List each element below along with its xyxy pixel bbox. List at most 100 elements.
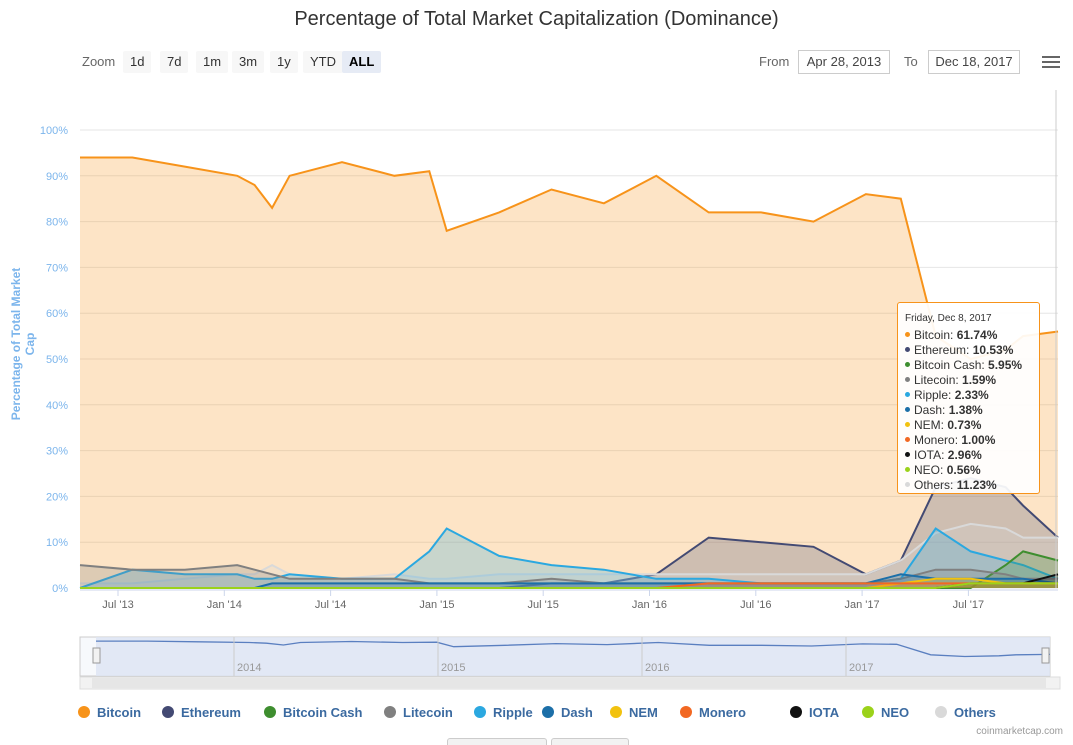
tooltip-series-value: 5.95% bbox=[988, 358, 1023, 372]
legend-label: Others bbox=[954, 705, 996, 720]
hamburger-menu-icon[interactable] bbox=[1042, 56, 1060, 70]
navigator-year-label: 2014 bbox=[237, 662, 261, 674]
navigator-scrollbar-thumb[interactable] bbox=[92, 678, 1046, 688]
tooltip-row: Monero: 1.00% bbox=[905, 433, 1039, 448]
to-date-input[interactable]: Dec 18, 2017 bbox=[928, 50, 1020, 74]
y-tick-label: 30% bbox=[46, 446, 68, 458]
legend-item-bitcoin-cash[interactable]: Bitcoin Cash bbox=[264, 705, 362, 720]
legend-label: Bitcoin Cash bbox=[283, 705, 363, 720]
series-line-neo[interactable] bbox=[80, 582, 1058, 589]
legend-marker-icon bbox=[790, 706, 802, 718]
series-area-bitcoin[interactable] bbox=[80, 157, 1058, 589]
navigator-year-label: 2015 bbox=[441, 662, 465, 674]
navigator[interactable]: 2014 2015 2016 2017 bbox=[79, 636, 1061, 690]
legend-item-neo[interactable]: NEO bbox=[862, 705, 909, 720]
legend-item-bitcoin[interactable]: Bitcoin bbox=[78, 705, 141, 720]
series-area-ethereum[interactable] bbox=[80, 478, 1058, 588]
legend-item-dash[interactable]: Dash bbox=[542, 705, 593, 720]
series-area-iota[interactable] bbox=[80, 574, 1058, 588]
legend-label: Monero bbox=[699, 705, 746, 720]
tooltip-series-value: 61.74% bbox=[956, 328, 998, 342]
series-area-ripple[interactable] bbox=[80, 528, 1058, 589]
tooltip-series-name: Bitcoin bbox=[914, 328, 951, 342]
series-area-neo[interactable] bbox=[80, 583, 1058, 588]
legend-marker-icon bbox=[610, 706, 622, 718]
series-line-ripple[interactable] bbox=[79, 527, 1059, 589]
legend-marker-icon bbox=[935, 706, 947, 718]
legend-item-ripple[interactable]: Ripple bbox=[474, 705, 533, 720]
legend-item-ethereum[interactable]: Ethereum bbox=[162, 705, 241, 720]
legend-label: Ethereum bbox=[181, 705, 241, 720]
zoom-button-1m[interactable]: 1m bbox=[196, 51, 229, 73]
legend-item-litecoin[interactable]: Litecoin bbox=[384, 705, 453, 720]
tooltip-series-name: Others bbox=[914, 478, 951, 492]
legend-marker-icon bbox=[474, 706, 486, 718]
tooltip-bullet bbox=[905, 332, 910, 337]
x-tick-label: Jul '14 bbox=[315, 599, 346, 611]
x-tick-label: Jul '15 bbox=[527, 599, 558, 611]
series-line-others[interactable] bbox=[80, 522, 1058, 585]
credit-link[interactable]: coinmarketcap.com bbox=[976, 726, 1063, 737]
tooltip-series-value: 11.23% bbox=[956, 478, 997, 492]
legend-marker-icon bbox=[162, 706, 174, 718]
x-tick-label: Jan '15 bbox=[419, 599, 454, 611]
from-date-input[interactable]: Apr 28, 2013 bbox=[798, 50, 890, 74]
tooltip-series-value: 0.73% bbox=[947, 418, 982, 432]
series-line-litecoin[interactable] bbox=[79, 564, 1058, 585]
x-tick-label: Jul '16 bbox=[740, 599, 771, 611]
zoom-button-3m[interactable]: 3m bbox=[232, 51, 265, 73]
tooltip-series-value: 2.33% bbox=[954, 388, 989, 402]
legend-item-others[interactable]: Others bbox=[935, 705, 996, 720]
bottom-tab-1[interactable] bbox=[447, 738, 547, 745]
tooltip-row: Others: 11.23% bbox=[905, 478, 1039, 493]
x-tick-label: Jan '16 bbox=[632, 599, 667, 611]
to-label: To bbox=[904, 54, 918, 69]
tooltip-series-name: Ethereum bbox=[914, 343, 967, 357]
zoom-button-7d[interactable]: 7d bbox=[160, 51, 189, 73]
legend-label: Dash bbox=[561, 705, 593, 720]
legend-marker-icon bbox=[680, 706, 692, 718]
legend-marker-icon bbox=[862, 706, 874, 718]
tooltip-bullet bbox=[905, 437, 910, 442]
chart-title: Percentage of Total Market Capitalizatio… bbox=[294, 8, 779, 30]
navigator-year-label: 2016 bbox=[645, 662, 669, 674]
series-area-litecoin[interactable] bbox=[80, 565, 1058, 588]
navigator-handle-left[interactable] bbox=[92, 647, 101, 664]
tooltip: Friday, Dec 8, 2017 Bitcoin: 61.74% Ether… bbox=[897, 302, 1040, 494]
y-tick-label: 70% bbox=[46, 262, 68, 274]
zoom-button-1d[interactable]: 1d bbox=[123, 51, 152, 73]
tooltip-row: Bitcoin: 61.74% bbox=[905, 328, 1039, 343]
y-tick-label: 100% bbox=[40, 125, 68, 137]
y-tick-label: 50% bbox=[46, 354, 68, 366]
tooltip-series-value: 10.53% bbox=[972, 343, 1014, 357]
series-area-dash[interactable] bbox=[80, 574, 1058, 588]
tooltip-bullet bbox=[905, 407, 910, 412]
bottom-tab-2[interactable] bbox=[551, 738, 629, 745]
legend-item-iota[interactable]: IOTA bbox=[790, 705, 839, 720]
area-series[interactable] bbox=[79, 90, 1059, 589]
tooltip-series-name: Litecoin bbox=[914, 373, 956, 387]
y-tick-label: 60% bbox=[46, 308, 68, 320]
legend-item-monero[interactable]: Monero bbox=[680, 705, 746, 720]
zoom-button-ytd[interactable]: YTD bbox=[303, 51, 343, 73]
from-label: From bbox=[759, 54, 790, 69]
tooltip-row: Dash: 1.38% bbox=[905, 403, 1039, 418]
tooltip-series-name: NEO bbox=[914, 463, 941, 477]
legend-label: Litecoin bbox=[403, 705, 453, 720]
navigator-handle-right[interactable] bbox=[1041, 647, 1050, 664]
y-axis-ticks: 0% 10% 20% 30% 40% 50% 60% 70% 80% 90% 100% bbox=[40, 125, 68, 595]
legend-item-nem[interactable]: NEM bbox=[610, 705, 658, 720]
legend-label: Bitcoin bbox=[97, 705, 142, 720]
x-axis-ticks: Jul '13 Jan '14 Jul '14 Jan '15 Jul '15 Jan '… bbox=[80, 589, 1058, 611]
tooltip-series-name: NEM bbox=[914, 418, 941, 432]
series-area-monero[interactable] bbox=[80, 583, 1058, 588]
legend-marker-icon bbox=[384, 706, 396, 718]
tooltip-row: NEO: 0.56% bbox=[905, 463, 1039, 478]
tooltip-series-name: IOTA bbox=[914, 448, 942, 462]
zoom-button-1y[interactable]: 1y bbox=[270, 51, 298, 73]
zoom-button-all[interactable]: ALL bbox=[342, 51, 382, 73]
tooltip-bullet bbox=[905, 362, 910, 367]
tooltip-row: Ethereum: 10.53% bbox=[905, 343, 1039, 358]
tooltip-bullet bbox=[905, 347, 910, 352]
